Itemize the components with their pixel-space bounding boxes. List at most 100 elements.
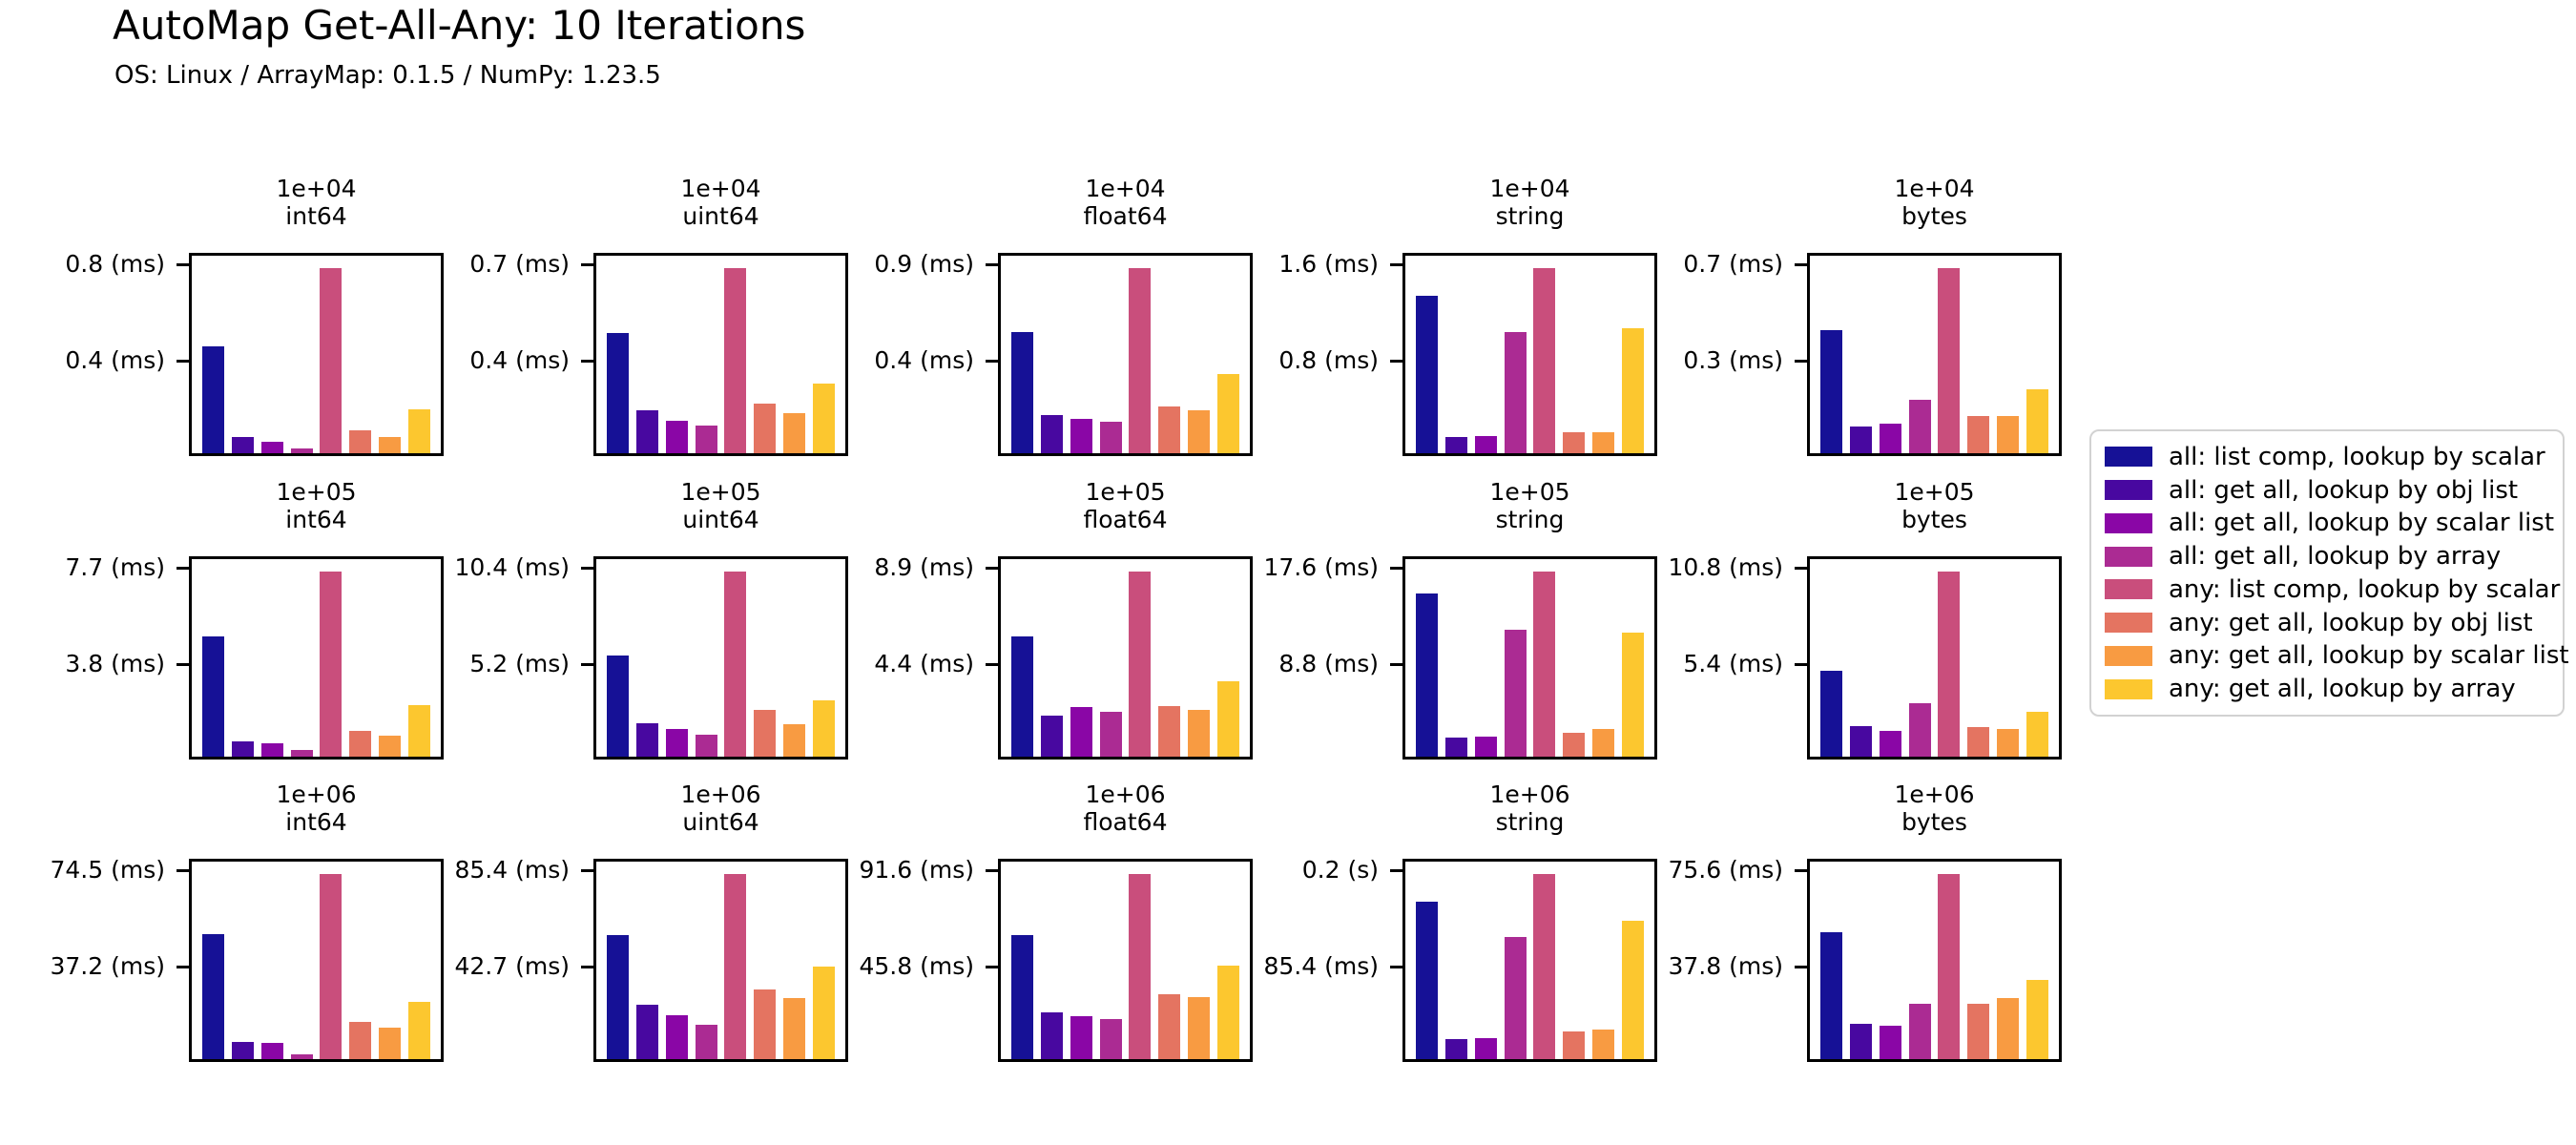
legend-item: any: get all, lookup by array (2105, 676, 2549, 702)
bar-any-get-all-lookup-by-obj-list (1563, 1031, 1586, 1059)
subplot-title-dtype: int64 (285, 506, 347, 533)
plot-1e+05-string (1402, 556, 1657, 760)
bar-all-get-all-lookup-by-scalar-list (665, 1015, 688, 1059)
bar-any-list-comp-lookup-by-scalar (320, 268, 343, 453)
y-tick-label: 10.4 (ms) (454, 553, 571, 581)
bar-any-list-comp-lookup-by-scalar (724, 268, 747, 453)
y-tick-mark (986, 360, 998, 363)
y-tick-label: 0.9 (ms) (874, 250, 974, 278)
bar-any-get-all-lookup-by-obj-list (1158, 406, 1181, 453)
bar-all-get-all-lookup-by-scalar-list (665, 729, 688, 757)
bar-all-get-all-lookup-by-scalar-list (1879, 1026, 1901, 1059)
bar-all-get-all-lookup-by-obj-list (231, 437, 254, 453)
bar-all-get-all-lookup-by-array (1908, 703, 1931, 757)
bar-any-list-comp-lookup-by-scalar (320, 874, 343, 1059)
bar-all-get-all-lookup-by-obj-list (1444, 738, 1467, 757)
y-tick-mark (1390, 567, 1402, 570)
y-tick-mark (581, 567, 593, 570)
bar-any-get-all-lookup-by-scalar-list (1997, 998, 2020, 1059)
y-tick-mark (1795, 263, 1807, 266)
y-tick-mark (581, 263, 593, 266)
bar-any-get-all-lookup-by-obj-list (349, 1022, 372, 1059)
bar-all-get-all-lookup-by-scalar-list (1474, 436, 1497, 453)
legend-label: all: get all, lookup by scalar list (2169, 509, 2555, 538)
y-tick-mark (1390, 663, 1402, 666)
plot-1e+05-uint64 (593, 556, 848, 760)
y-tick-mark (1795, 567, 1807, 570)
bar-all-get-all-lookup-by-scalar-list (1070, 1016, 1092, 1059)
subplot-title-1e+06-float64: 1e+06 float64 (960, 781, 1291, 836)
y-tick-label: 91.6 (ms) (859, 856, 975, 884)
bar-any-get-all-lookup-by-array (812, 700, 835, 757)
y-tick-label: 7.7 (ms) (65, 553, 165, 581)
y-tick-label: 0.4 (ms) (469, 346, 570, 374)
bar-any-get-all-lookup-by-obj-list (349, 430, 372, 453)
subplot-title-size: 1e+04 (276, 175, 357, 202)
bar-all-get-all-lookup-by-scalar-list (260, 1043, 283, 1059)
plot-1e+04-float64 (998, 253, 1253, 456)
bar-any-get-all-lookup-by-array (1216, 374, 1239, 453)
y-tick-mark (986, 663, 998, 666)
subplot-title-1e+06-uint64: 1e+06 uint64 (555, 781, 886, 836)
bar-all-list-comp-lookup-by-scalar (1011, 935, 1033, 1059)
plot-1e+06-uint64 (593, 859, 848, 1062)
subplot-title-1e+04-int64: 1e+04 int64 (151, 175, 482, 230)
y-tick-label: 0.8 (ms) (65, 250, 165, 278)
bar-any-get-all-lookup-by-array (1621, 921, 1644, 1059)
legend-label: any: list comp, lookup by scalar (2169, 574, 2561, 604)
bar-any-get-all-lookup-by-scalar-list (783, 724, 806, 757)
subplot-title-size: 1e+05 (276, 478, 357, 506)
y-tick-mark (177, 869, 189, 872)
bar-all-list-comp-lookup-by-scalar (1416, 902, 1438, 1059)
subplot-title-size: 1e+06 (680, 781, 761, 808)
subplot-title-1e+06-string: 1e+06 string (1364, 781, 1695, 836)
subplot-title-dtype: bytes (1901, 506, 1967, 533)
subplot-title-1e+05-string: 1e+05 string (1364, 478, 1695, 533)
bar-all-get-all-lookup-by-obj-list (1040, 716, 1063, 757)
bar-any-list-comp-lookup-by-scalar (1129, 268, 1152, 453)
bar-all-list-comp-lookup-by-scalar (1416, 593, 1438, 757)
subplot-title-size: 1e+05 (1085, 478, 1166, 506)
plot-1e+04-string (1402, 253, 1657, 456)
bar-all-get-all-lookup-by-array (1099, 422, 1122, 453)
y-tick-label: 17.6 (ms) (1263, 553, 1380, 581)
bar-all-get-all-lookup-by-scalar-list (260, 743, 283, 757)
bar-all-get-all-lookup-by-array (695, 426, 717, 453)
y-tick-mark (1390, 263, 1402, 266)
y-tick-mark (1795, 869, 1807, 872)
y-tick-label: 85.4 (ms) (1263, 952, 1380, 980)
y-tick-label: 74.5 (ms) (50, 856, 166, 884)
subplot-title-1e+06-bytes: 1e+06 bytes (1769, 781, 2100, 836)
subplot-title-1e+05-bytes: 1e+05 bytes (1769, 478, 2100, 533)
subplot-title-size: 1e+05 (680, 478, 761, 506)
plot-1e+06-string (1402, 859, 1657, 1062)
bar-any-list-comp-lookup-by-scalar (1129, 874, 1152, 1059)
legend-swatch (2105, 512, 2152, 533)
bar-all-get-all-lookup-by-obj-list (635, 410, 658, 453)
bar-any-get-all-lookup-by-scalar-list (379, 1028, 402, 1059)
subplot-title-1e+04-float64: 1e+04 float64 (960, 175, 1291, 230)
bar-any-get-all-lookup-by-obj-list (1563, 733, 1586, 757)
legend-label: any: get all, lookup by obj list (2169, 608, 2533, 637)
legend-swatch (2105, 645, 2152, 666)
bar-any-list-comp-lookup-by-scalar (1533, 268, 1556, 453)
y-tick-label: 1.6 (ms) (1278, 250, 1379, 278)
subplot-title-dtype: uint64 (682, 506, 759, 533)
subplot-title-size: 1e+05 (1489, 478, 1570, 506)
plot-1e+06-bytes (1807, 859, 2062, 1062)
bar-all-list-comp-lookup-by-scalar (202, 346, 224, 453)
bar-all-list-comp-lookup-by-scalar (607, 656, 629, 757)
bar-any-get-all-lookup-by-array (1216, 966, 1239, 1059)
bar-all-get-all-lookup-by-obj-list (1040, 415, 1063, 453)
bar-any-list-comp-lookup-by-scalar (1938, 874, 1961, 1059)
bar-all-get-all-lookup-by-scalar-list (1879, 424, 1901, 453)
bar-any-get-all-lookup-by-array (812, 967, 835, 1059)
y-tick-mark (177, 263, 189, 266)
bar-any-get-all-lookup-by-scalar-list (783, 413, 806, 453)
legend-item: all: get all, lookup by obj list (2105, 477, 2549, 504)
legend-label: any: get all, lookup by scalar list (2169, 641, 2569, 671)
bar-any-get-all-lookup-by-array (2025, 712, 2048, 757)
bar-all-get-all-lookup-by-array (1504, 630, 1527, 757)
bar-all-get-all-lookup-by-obj-list (1849, 427, 1872, 453)
bar-any-list-comp-lookup-by-scalar (1533, 572, 1556, 757)
